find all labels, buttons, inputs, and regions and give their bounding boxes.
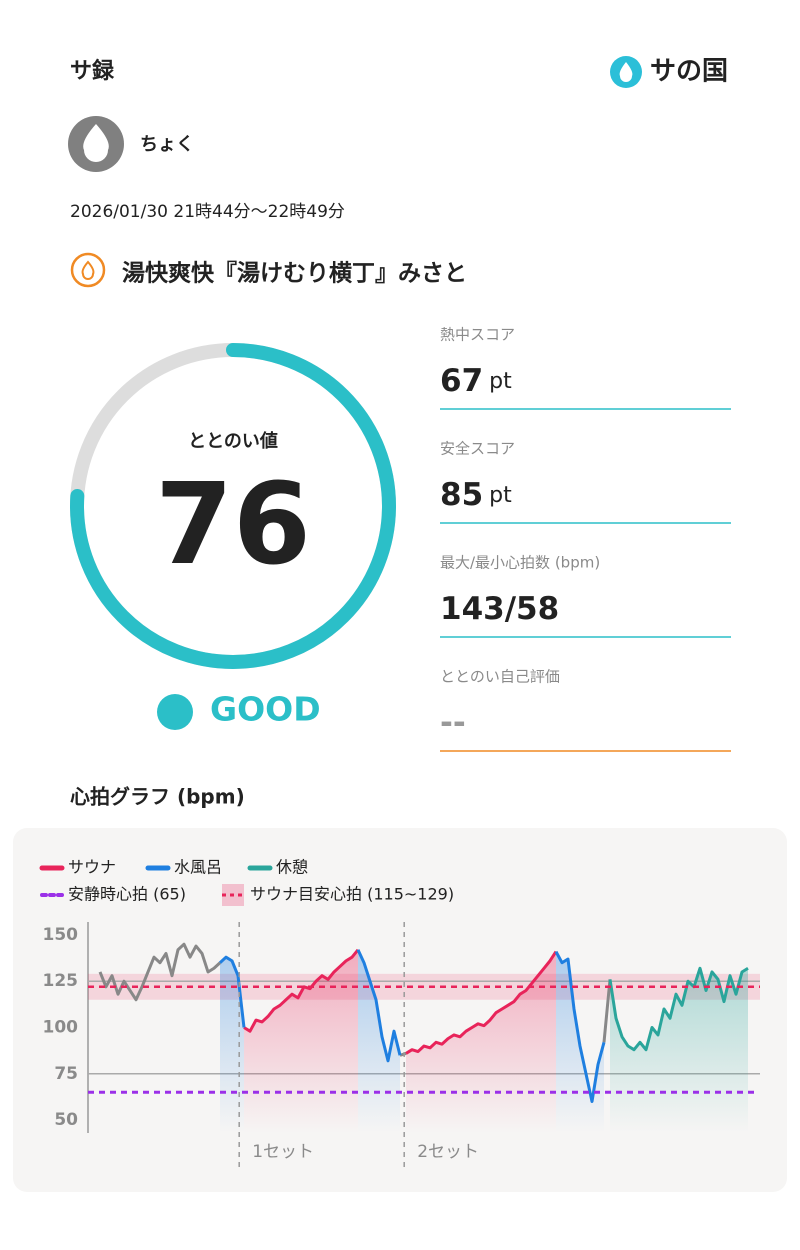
- heart-rate-line: [218, 949, 606, 1104]
- flame: [81, 260, 95, 280]
- logo-text: サの国: [650, 57, 728, 87]
- score-value: 67 pt: [440, 363, 512, 399]
- facility-icon: [70, 252, 106, 288]
- rating: GOOD: [210, 690, 321, 729]
- datetime: 2026/01/30 21時44分〜22時49分: [70, 202, 345, 222]
- legend-label: サウナ: [68, 858, 116, 877]
- chart-title: 心拍グラフ (bpm): [70, 785, 245, 809]
- area: [244, 949, 556, 1133]
- score-unit: pt: [489, 483, 512, 508]
- score-label: 熱中スコア: [440, 326, 515, 344]
- y-tick-label: 125: [43, 971, 79, 991]
- logo-drop: [619, 62, 633, 82]
- gauge-arc: [70, 343, 396, 669]
- y-tick-label: 50: [54, 1110, 78, 1130]
- legend-label: 安静時心拍 (65): [68, 885, 186, 904]
- gauge-value: 76: [155, 460, 311, 590]
- heart-rate-line: [608, 966, 749, 1052]
- legend-label: サウナ目安心拍 (115~129): [250, 885, 454, 904]
- score-number: 85: [440, 477, 483, 513]
- legend-label: 水風呂: [174, 858, 222, 877]
- score-label: 安全スコア: [440, 440, 515, 458]
- y-tick-label: 150: [43, 925, 79, 945]
- facility-name: 湯快爽快『湯けむり横丁』みさと: [122, 260, 467, 287]
- y-tick-label: 100: [43, 1018, 79, 1038]
- y-tick-label: 75: [54, 1064, 78, 1084]
- avatar-drop: [83, 124, 109, 162]
- user-name: ちょく: [140, 134, 194, 155]
- set-label: 2セット: [417, 1142, 479, 1162]
- heart-rate-line: [243, 948, 558, 1055]
- score-number: --: [440, 705, 466, 741]
- set-label: 1セット: [252, 1142, 314, 1162]
- legend-label: 休憩: [276, 858, 308, 877]
- score-number: 143/58: [440, 591, 559, 627]
- score-number: 67: [440, 363, 483, 399]
- score-label: ととのい自己評価: [440, 668, 560, 686]
- score-value: --: [440, 705, 466, 741]
- score-unit: pt: [489, 369, 512, 394]
- score-value: 143/58: [440, 591, 559, 627]
- area: [610, 968, 748, 1133]
- gauge-label: ととのい値: [188, 430, 278, 452]
- area: [220, 949, 604, 1133]
- app-title: サ録: [70, 58, 115, 84]
- rating-icon: [157, 694, 193, 730]
- score-value: 85 pt: [440, 477, 512, 513]
- score-label: 最大/最小心拍数 (bpm): [440, 554, 600, 572]
